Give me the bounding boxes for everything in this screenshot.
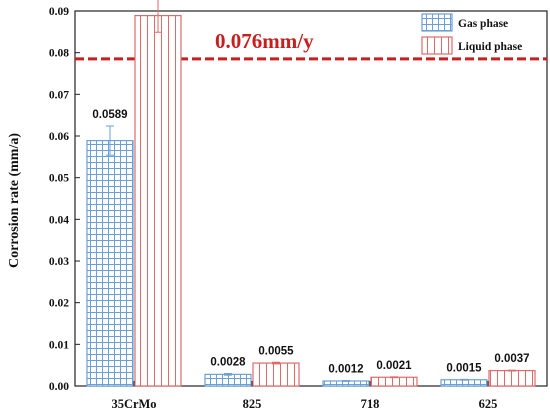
legend-label: Liquid phase [458,41,522,53]
plot-area: 0.00 0.01 0.02 0.03 0.04 0.05 0.06 0.07 0.08 0.09… [7,0,548,411]
y-axis-title: Corrosion rate (mm/a) [7,133,22,268]
bar-gas-phase [440,379,488,387]
bar-liquid-phase [134,14,182,387]
y-tick-label: 0.06 [49,131,69,143]
plot-frame [74,10,548,387]
x-category-label: 625 [479,397,498,411]
y-tick-label: 0.01 [49,339,69,351]
data-label: 0.0021 [376,360,412,372]
reference-line-label: 0.076mm/y [215,29,314,53]
x-category-label: 825 [243,397,262,411]
data-label: 0.0589 [92,109,127,121]
y-tick-label: 0.08 [49,48,69,60]
bar-liquid-phase [252,362,300,387]
y-tick-label: 0.07 [49,89,69,101]
bar-gas-phase [204,373,252,387]
data-label: 0.0037 [494,353,529,365]
data-label: 0.0012 [328,364,363,376]
data-label: 0.0055 [258,345,294,357]
y-tick-label: 0.09 [49,6,69,18]
y-tick-label: 0.03 [49,256,69,268]
y-tick-label: 0.04 [49,214,69,226]
bar-gas-phase [86,139,134,387]
data-label: 0.0028 [210,357,246,369]
data-label: 0.0015 [446,362,482,374]
y-tick-label: 0.00 [49,381,69,393]
x-category-label: 718 [361,397,380,411]
legend-swatch-gas [421,13,453,32]
legend-swatch-liquid [421,36,453,55]
x-category-label: 35CrMo [111,397,156,411]
y-tick-label: 0.02 [49,298,69,310]
y-tick-label: 0.05 [49,173,69,185]
bar-liquid-phase [488,369,536,387]
bar-liquid-phase [370,376,418,387]
legend-label: Gas phase [458,18,508,30]
